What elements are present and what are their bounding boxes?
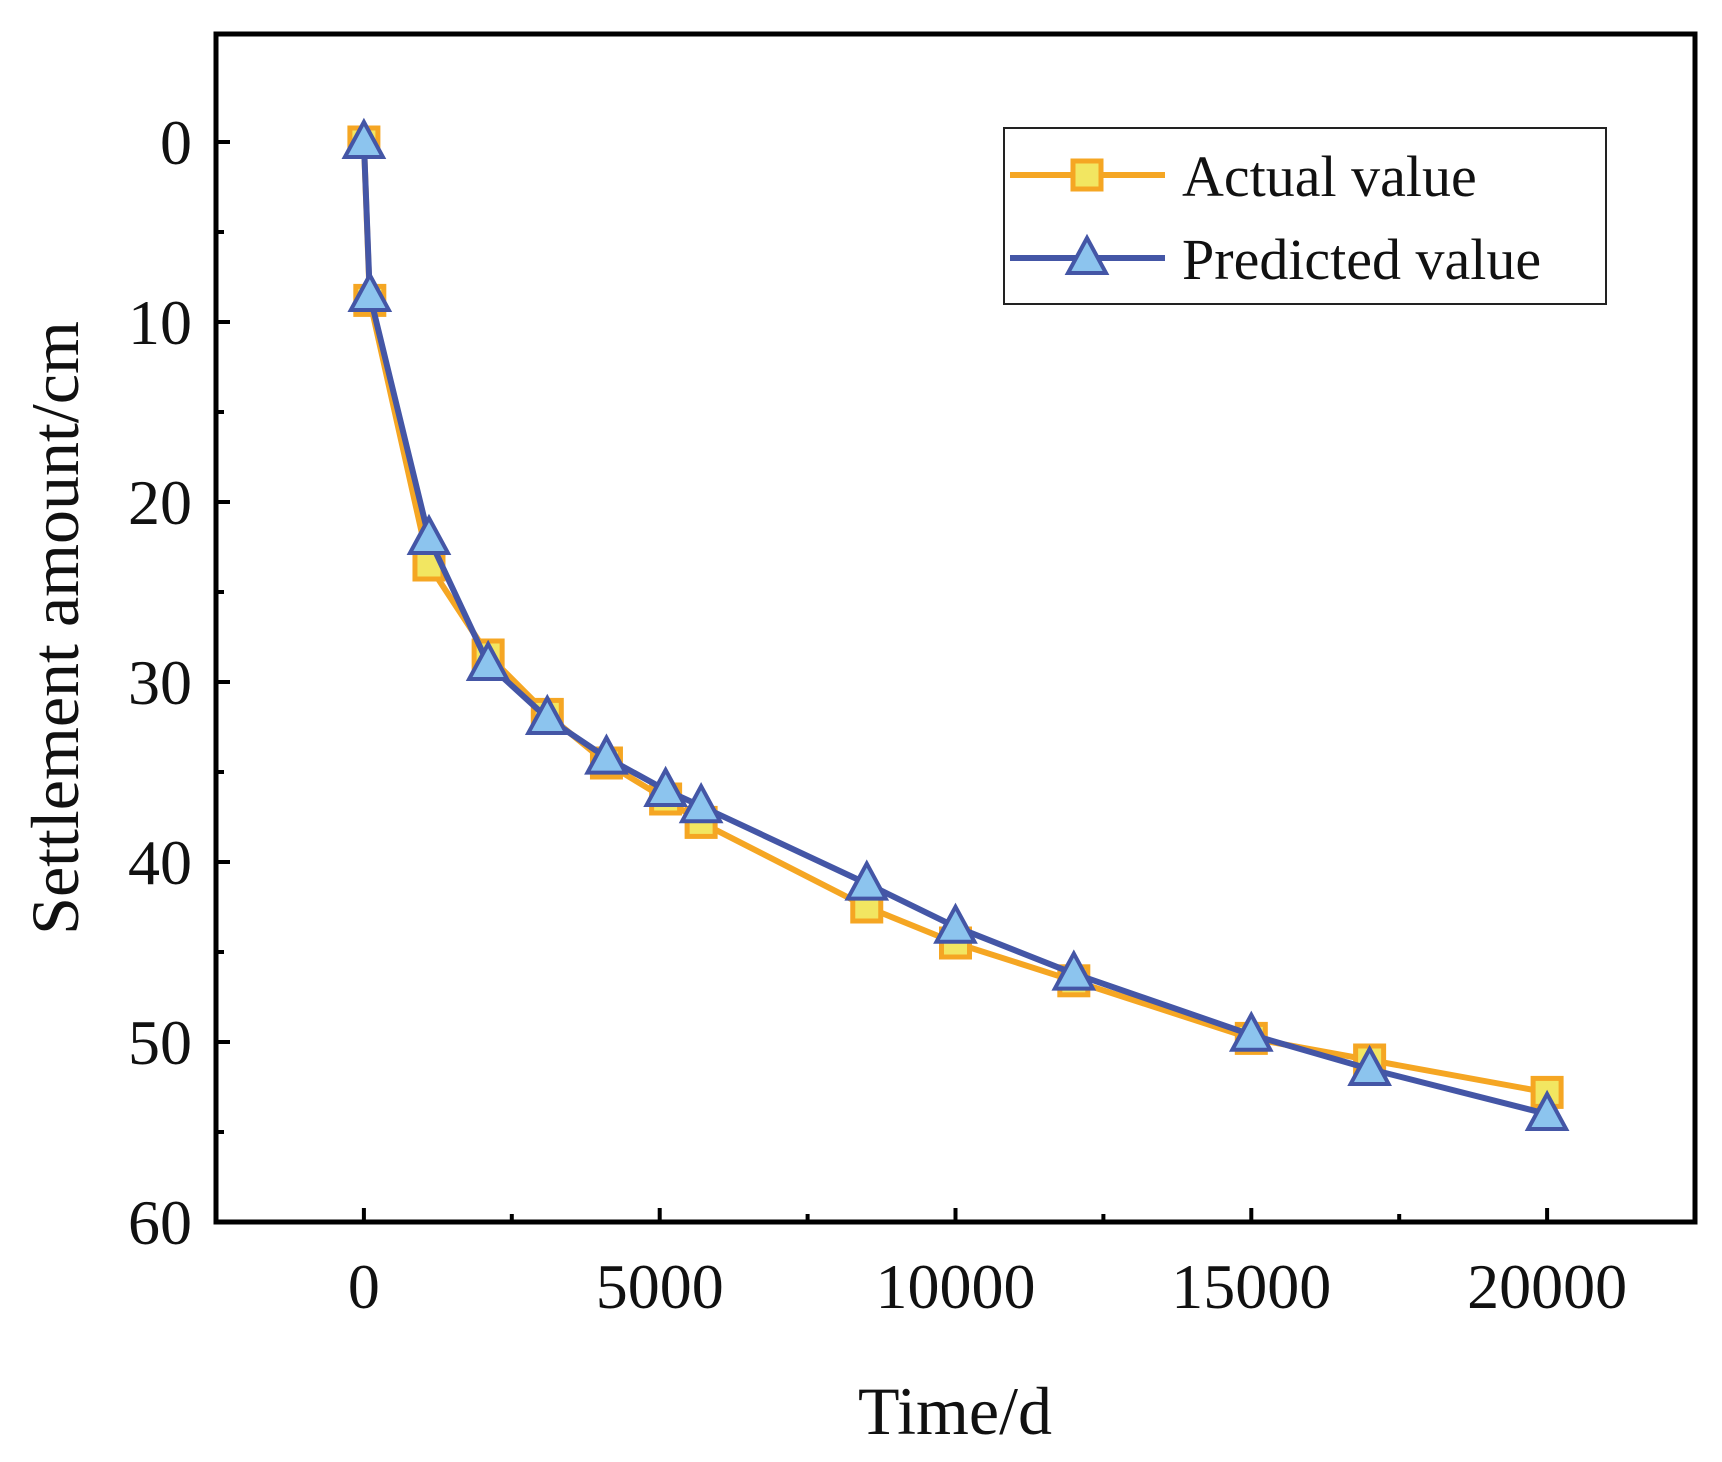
legend: Actual value Predicted value <box>1003 127 1607 305</box>
series-layer <box>341 117 1570 1131</box>
x-tick-label: 20000 <box>1467 1251 1627 1322</box>
data-point <box>1347 1044 1392 1086</box>
series-predicted <box>341 117 1570 1131</box>
data-point <box>643 765 688 807</box>
x-tick-labels: 0 5000 10000 15000 20000 <box>348 1251 1627 1322</box>
x-tick-label: 0 <box>348 1251 380 1322</box>
x-axis-title: Time/d <box>858 1373 1052 1449</box>
y-tick-label: 30 <box>128 647 192 718</box>
y-tick-label: 50 <box>128 1007 192 1078</box>
legend-label-predicted: Predicted value <box>1182 227 1541 292</box>
y-tick-label: 10 <box>128 287 192 358</box>
data-point <box>933 902 978 944</box>
data-point <box>1051 949 1097 991</box>
legend-marker-actual <box>1070 158 1104 192</box>
data-point <box>1524 1089 1570 1131</box>
y-tick-label: 0 <box>160 107 192 178</box>
data-point <box>844 859 890 901</box>
y-tick-label: 20 <box>128 467 192 538</box>
x-tick-label: 10000 <box>876 1251 1036 1322</box>
legend-label-actual: Actual value <box>1182 144 1477 209</box>
y-tick-label: 40 <box>128 827 192 898</box>
y-tick-label: 60 <box>128 1187 192 1258</box>
data-point <box>524 693 570 735</box>
series-line <box>360 141 1548 1117</box>
data-point <box>406 513 452 555</box>
legend-marker-predicted <box>1064 233 1110 275</box>
data-point <box>584 733 629 775</box>
x-tick-label: 5000 <box>596 1251 724 1322</box>
y-tick-labels: 0 10 20 30 40 50 60 <box>128 107 192 1258</box>
data-point <box>465 639 511 681</box>
axis-ticks <box>216 140 1550 1224</box>
data-point <box>341 117 387 159</box>
data-point <box>1228 1010 1274 1052</box>
y-axis-title: Settlement amount/cm <box>17 321 93 935</box>
data-point <box>347 270 393 312</box>
data-point <box>678 782 724 824</box>
x-tick-label: 15000 <box>1171 1251 1331 1322</box>
